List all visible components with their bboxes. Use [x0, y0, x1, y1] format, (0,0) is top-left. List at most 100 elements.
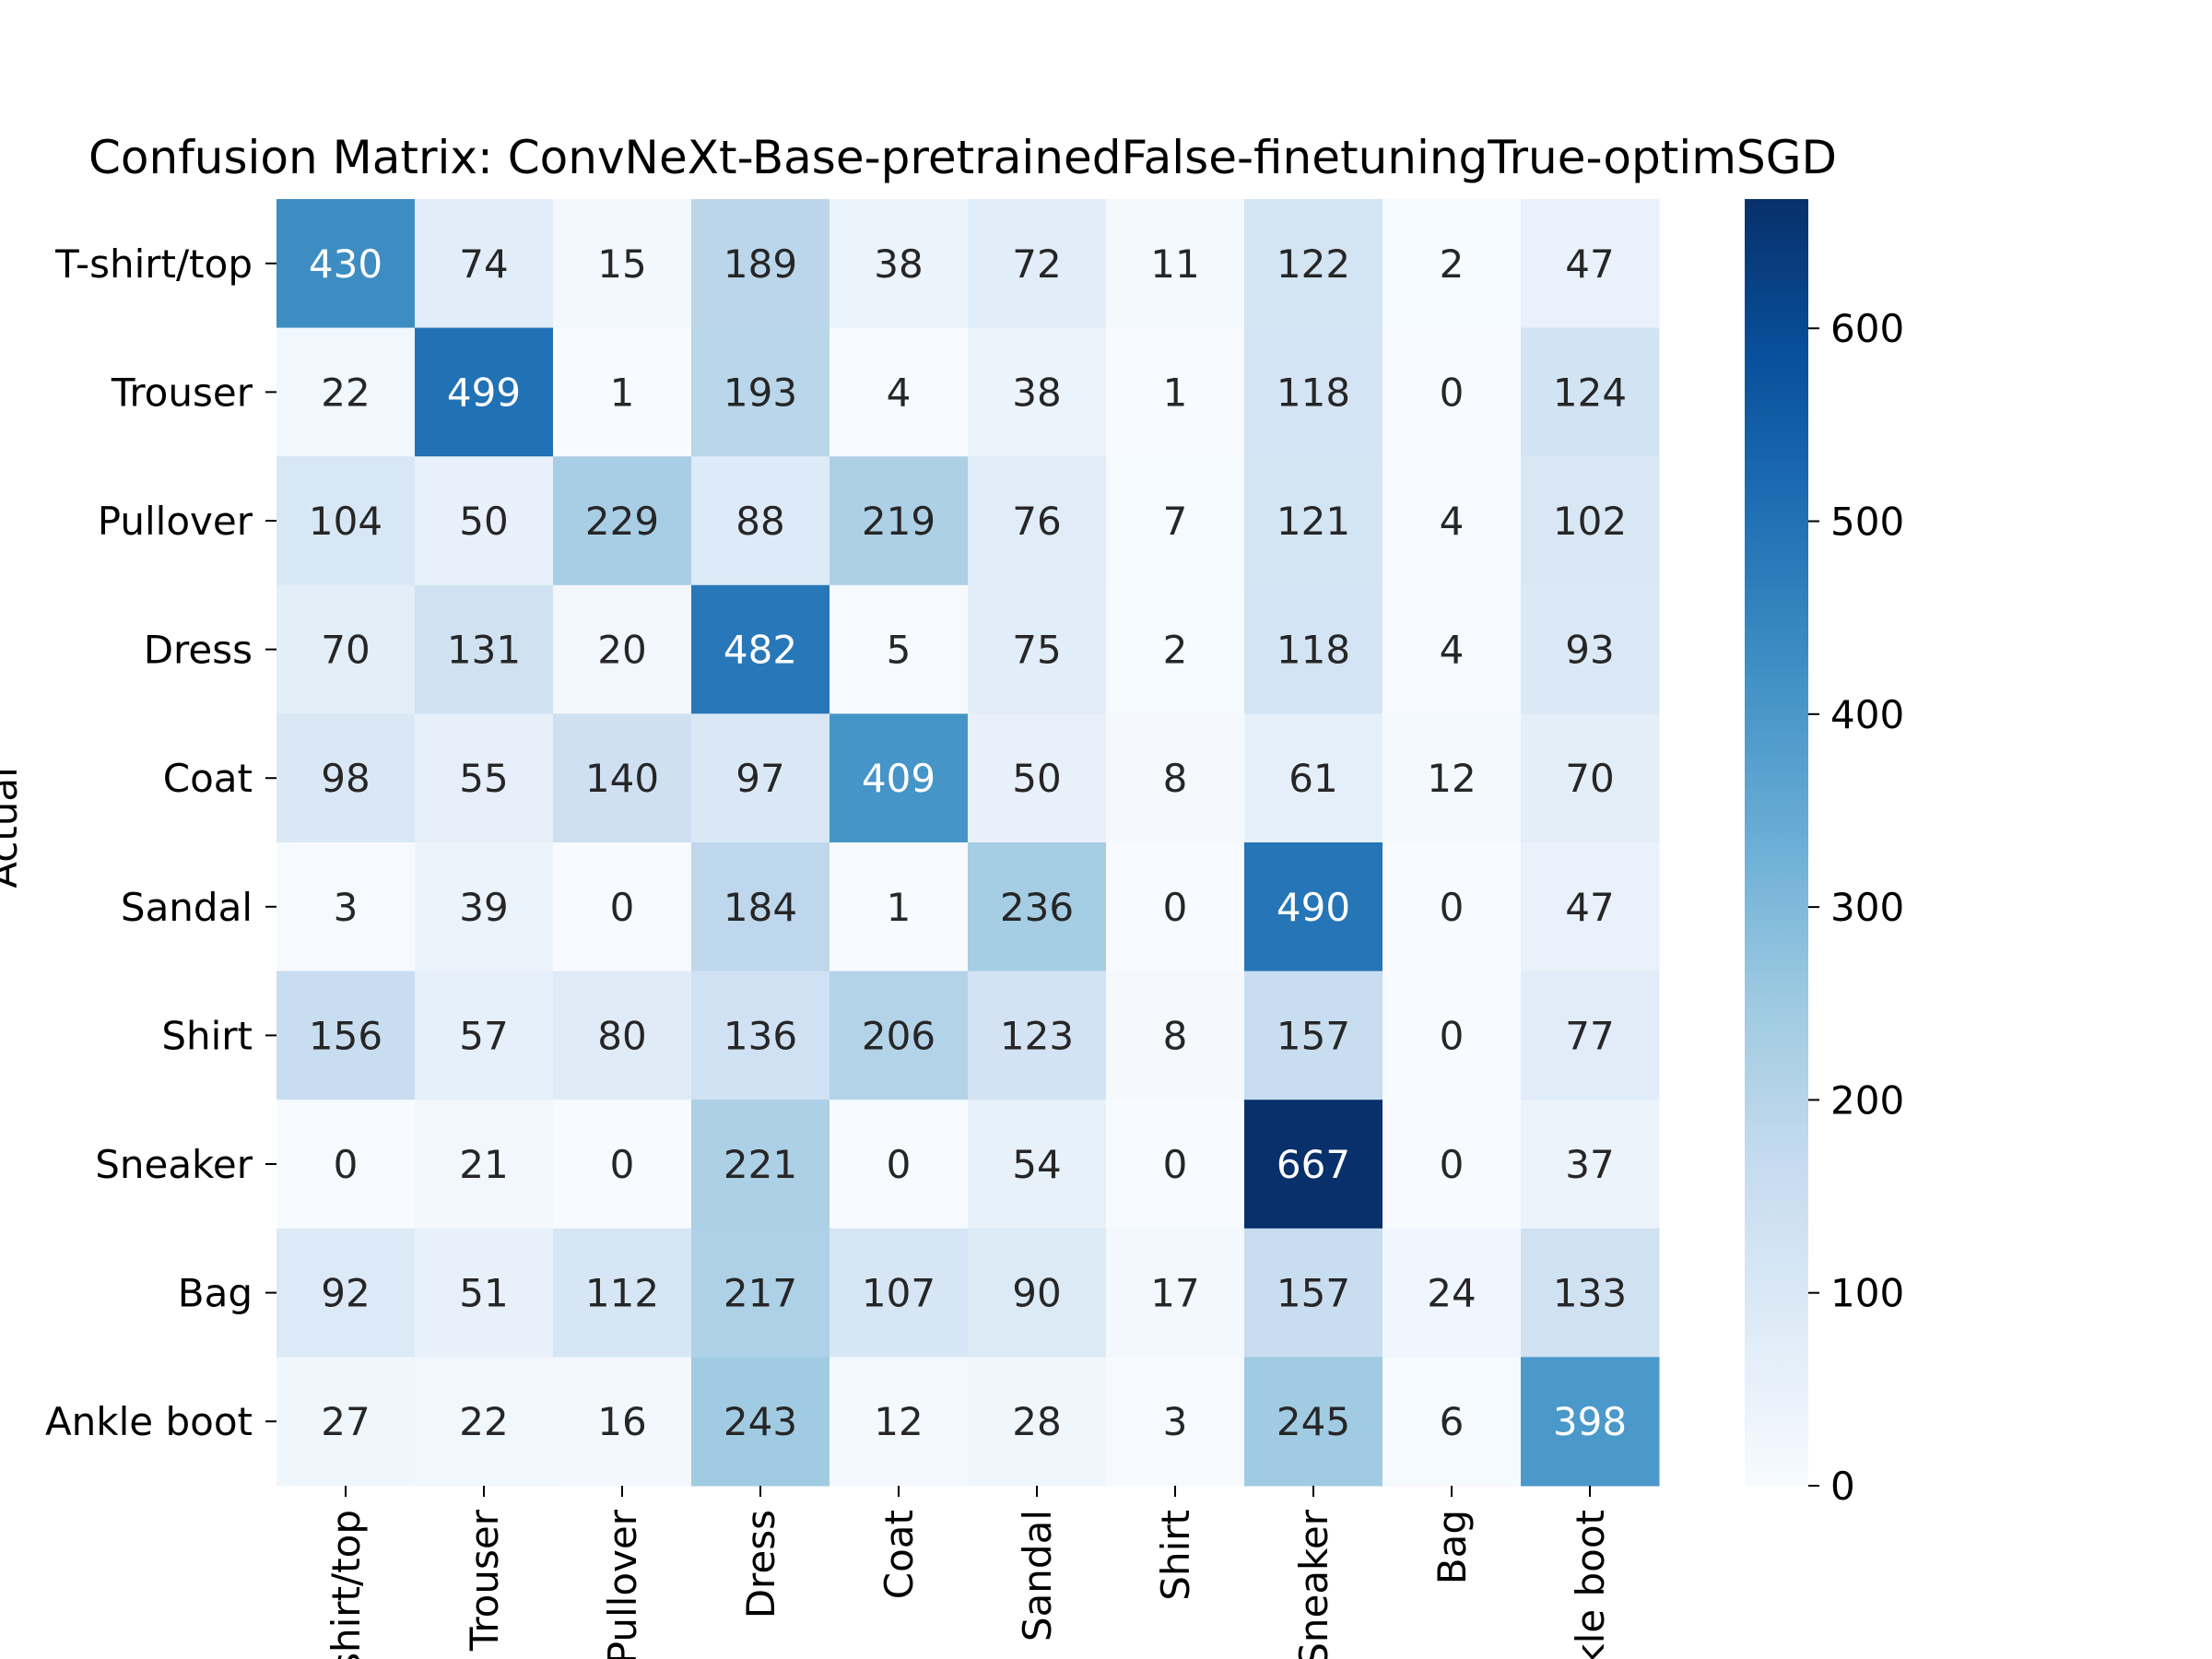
heatmap-cell	[276, 1228, 416, 1358]
heatmap-cell	[1244, 1228, 1383, 1358]
cell-value-label: 47	[1565, 885, 1614, 930]
heatmap-cell	[276, 842, 416, 972]
cell-value-label: 16	[597, 1399, 646, 1444]
heatmap-cell	[1382, 1100, 1522, 1230]
cell-value-label: 57	[459, 1013, 508, 1058]
x-tick-label: Trouser	[462, 1509, 507, 1652]
cell-value-label: 93	[1565, 628, 1614, 673]
cell-value-label: 80	[597, 1013, 646, 1058]
heatmap-cell	[830, 584, 969, 714]
cell-value-label: 3	[1163, 1399, 1188, 1444]
heatmap-cell	[1106, 971, 1245, 1100]
cell-value-label: 37	[1565, 1142, 1614, 1187]
cell-value-label: 0	[1440, 885, 1465, 930]
cell-value-label: 0	[334, 1142, 359, 1187]
heatmap-cell	[415, 842, 554, 972]
heatmap-cell	[1106, 1228, 1245, 1358]
cell-value-label: 157	[1277, 1013, 1350, 1058]
heatmap-cell	[968, 584, 1107, 714]
cell-value-label: 133	[1553, 1271, 1627, 1316]
cell-value-label: 70	[1565, 756, 1614, 801]
cell-value-label: 11	[1150, 241, 1199, 287]
heatmap-cell	[968, 1357, 1107, 1487]
cell-value-label: 22	[459, 1399, 508, 1444]
cell-value-label: 77	[1565, 1013, 1614, 1058]
cell-value-label: 122	[1277, 241, 1350, 287]
cell-value-label: 4	[887, 370, 912, 415]
colorbar-gradient	[1745, 199, 1808, 1486]
heatmap-cell	[553, 456, 692, 586]
heatmap-cell	[1521, 971, 1660, 1100]
heatmap-cell	[1244, 456, 1383, 586]
cell-value-label: 27	[321, 1399, 370, 1444]
cell-value-label: 8	[1163, 756, 1188, 801]
heatmap-cell	[691, 971, 830, 1100]
heatmap-cell	[1106, 327, 1245, 457]
cell-value-label: 482	[724, 628, 797, 673]
cell-value-label: 112	[585, 1271, 659, 1316]
cell-value-label: 22	[321, 370, 370, 415]
x-tick-label: T-shirt/top	[324, 1510, 369, 1659]
cell-value-label: 140	[585, 756, 659, 801]
heatmap-cell	[691, 713, 830, 843]
y-tick-label: Trouser	[111, 370, 253, 415]
cell-value-label: 118	[1277, 370, 1350, 415]
heatmap-cell	[1106, 199, 1245, 329]
heatmap-cell	[830, 1228, 969, 1358]
cell-value-label: 51	[459, 1271, 508, 1316]
heatmap-cell	[1382, 713, 1522, 843]
heatmap-cell	[1106, 456, 1245, 586]
cell-value-label: 221	[724, 1142, 797, 1187]
cell-value-label: 50	[1012, 756, 1061, 801]
heatmap-cell	[968, 199, 1107, 329]
cell-value-label: 104	[309, 499, 382, 544]
cell-value-label: 74	[459, 241, 508, 287]
heatmap-cell	[968, 842, 1107, 972]
colorbar-tick-label: 0	[1830, 1464, 1855, 1509]
cell-value-label: 0	[1163, 1142, 1188, 1187]
cell-value-label: 124	[1553, 370, 1627, 415]
cell-value-label: 0	[1163, 885, 1188, 930]
x-tick-label: Sandal	[1015, 1510, 1060, 1641]
cell-value-label: 4	[1440, 499, 1465, 544]
cell-value-label: 24	[1427, 1271, 1476, 1316]
heatmap-cell	[830, 842, 969, 972]
y-tick-label: Shirt	[161, 1013, 253, 1058]
cell-value-label: 21	[459, 1142, 508, 1187]
heatmap-cell	[1382, 842, 1522, 972]
heatmap-cell	[830, 1357, 969, 1487]
heatmap-cell	[415, 971, 554, 1100]
cell-value-label: 121	[1277, 499, 1350, 544]
colorbar: 0 100 200 300 400 500 600	[1745, 199, 1904, 1509]
heatmap-cell	[415, 199, 554, 329]
heatmap-cell	[415, 1228, 554, 1358]
heatmap-cell	[276, 713, 416, 843]
y-tick-label: Coat	[163, 756, 253, 801]
cell-value-label: 5	[887, 628, 912, 673]
cell-value-label: 8	[1163, 1013, 1188, 1058]
heatmap-cell	[553, 971, 692, 1100]
cell-value-label: 107	[862, 1271, 935, 1316]
heatmap-cell	[553, 713, 692, 843]
heatmap-cell	[1244, 199, 1383, 329]
heatmap-cell	[276, 584, 416, 714]
heatmap-cell	[968, 1100, 1107, 1230]
cell-value-label: 0	[610, 885, 635, 930]
colorbar-tick-label: 100	[1830, 1271, 1904, 1316]
cell-value-label: 70	[321, 628, 370, 673]
cell-value-label: 0	[887, 1142, 912, 1187]
cell-value-label: 76	[1012, 499, 1061, 544]
heatmap-cell	[276, 456, 416, 586]
heatmap-cell	[276, 1100, 416, 1230]
heatmap-cell	[553, 327, 692, 457]
heatmap-cell	[968, 971, 1107, 1100]
heatmap-cell	[691, 1100, 830, 1230]
cell-value-label: 38	[1012, 370, 1061, 415]
cell-value-label: 0	[1440, 1142, 1465, 1187]
heatmap-cell	[691, 327, 830, 457]
cell-value-label: 90	[1012, 1271, 1061, 1316]
heatmap-cell	[276, 327, 416, 457]
heatmap-cell	[691, 584, 830, 714]
x-tick-label: Pullover	[600, 1509, 645, 1659]
